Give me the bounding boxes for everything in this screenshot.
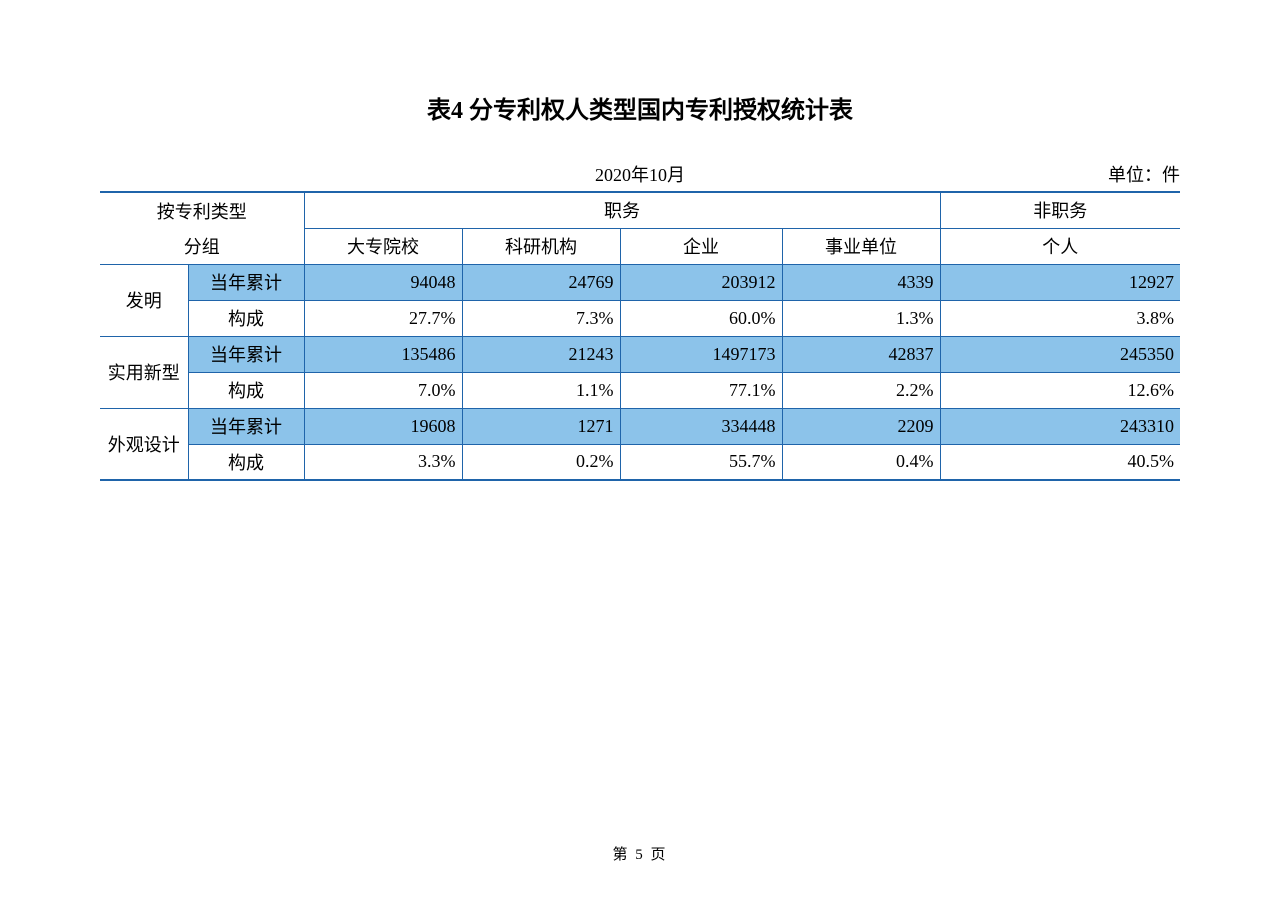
cell-2-annual-0: 19608 <box>304 408 462 444</box>
meta-row: 2020年10月 单位：件 <box>100 161 1180 189</box>
cell-1-annual-1: 21243 <box>462 336 620 372</box>
category-1: 实用新型 <box>100 336 188 408</box>
patent-table: 按专利类型 职务 非职务 分组 大专院校 科研机构 企业 事业单位 个人 发明 … <box>100 191 1180 481</box>
sublabel-annual-1: 当年累计 <box>188 336 304 372</box>
table-title: 表4 分专利权人类型国内专利授权统计表 <box>0 90 1280 125</box>
cell-0-comp-2: 60.0% <box>620 300 782 336</box>
header-occupation: 职务 <box>304 192 940 228</box>
unit-label: 单位：件 <box>1108 161 1180 187</box>
cell-1-annual-0: 135486 <box>304 336 462 372</box>
sublabel-annual-0: 当年累计 <box>188 264 304 300</box>
cell-2-comp-4: 40.5% <box>940 444 1180 480</box>
sublabel-annual-2: 当年累计 <box>188 408 304 444</box>
cell-2-annual-1: 1271 <box>462 408 620 444</box>
cell-0-comp-1: 7.3% <box>462 300 620 336</box>
header-col1: 大专院校 <box>304 228 462 264</box>
cell-1-comp-4: 12.6% <box>940 372 1180 408</box>
header-non-occupation: 非职务 <box>940 192 1180 228</box>
cell-1-comp-0: 7.0% <box>304 372 462 408</box>
header-col3: 企业 <box>620 228 782 264</box>
cell-1-comp-1: 1.1% <box>462 372 620 408</box>
category-0: 发明 <box>100 264 188 336</box>
cell-2-comp-3: 0.4% <box>782 444 940 480</box>
cell-0-comp-0: 27.7% <box>304 300 462 336</box>
cell-0-annual-1: 24769 <box>462 264 620 300</box>
cell-2-annual-4: 243310 <box>940 408 1180 444</box>
date-label: 2020年10月 <box>595 161 685 187</box>
header-group-type-1: 按专利类型 <box>100 192 304 228</box>
cell-0-annual-3: 4339 <box>782 264 940 300</box>
cell-2-annual-3: 2209 <box>782 408 940 444</box>
cell-1-comp-2: 77.1% <box>620 372 782 408</box>
header-col5: 个人 <box>940 228 1180 264</box>
cell-1-annual-4: 245350 <box>940 336 1180 372</box>
cell-0-annual-2: 203912 <box>620 264 782 300</box>
cell-2-comp-1: 0.2% <box>462 444 620 480</box>
sublabel-comp-2: 构成 <box>188 444 304 480</box>
header-col4: 事业单位 <box>782 228 940 264</box>
cell-2-comp-0: 3.3% <box>304 444 462 480</box>
cell-1-annual-3: 42837 <box>782 336 940 372</box>
header-col2: 科研机构 <box>462 228 620 264</box>
cell-2-annual-2: 334448 <box>620 408 782 444</box>
cell-1-annual-2: 1497173 <box>620 336 782 372</box>
cell-0-annual-4: 12927 <box>940 264 1180 300</box>
category-2: 外观设计 <box>100 408 188 480</box>
cell-0-comp-3: 1.3% <box>782 300 940 336</box>
sublabel-comp-0: 构成 <box>188 300 304 336</box>
cell-0-annual-0: 94048 <box>304 264 462 300</box>
cell-0-comp-4: 3.8% <box>940 300 1180 336</box>
header-group-type-2: 分组 <box>100 228 304 264</box>
page-number: 第 5 页 <box>612 843 667 864</box>
cell-2-comp-2: 55.7% <box>620 444 782 480</box>
sublabel-comp-1: 构成 <box>188 372 304 408</box>
cell-1-comp-3: 2.2% <box>782 372 940 408</box>
